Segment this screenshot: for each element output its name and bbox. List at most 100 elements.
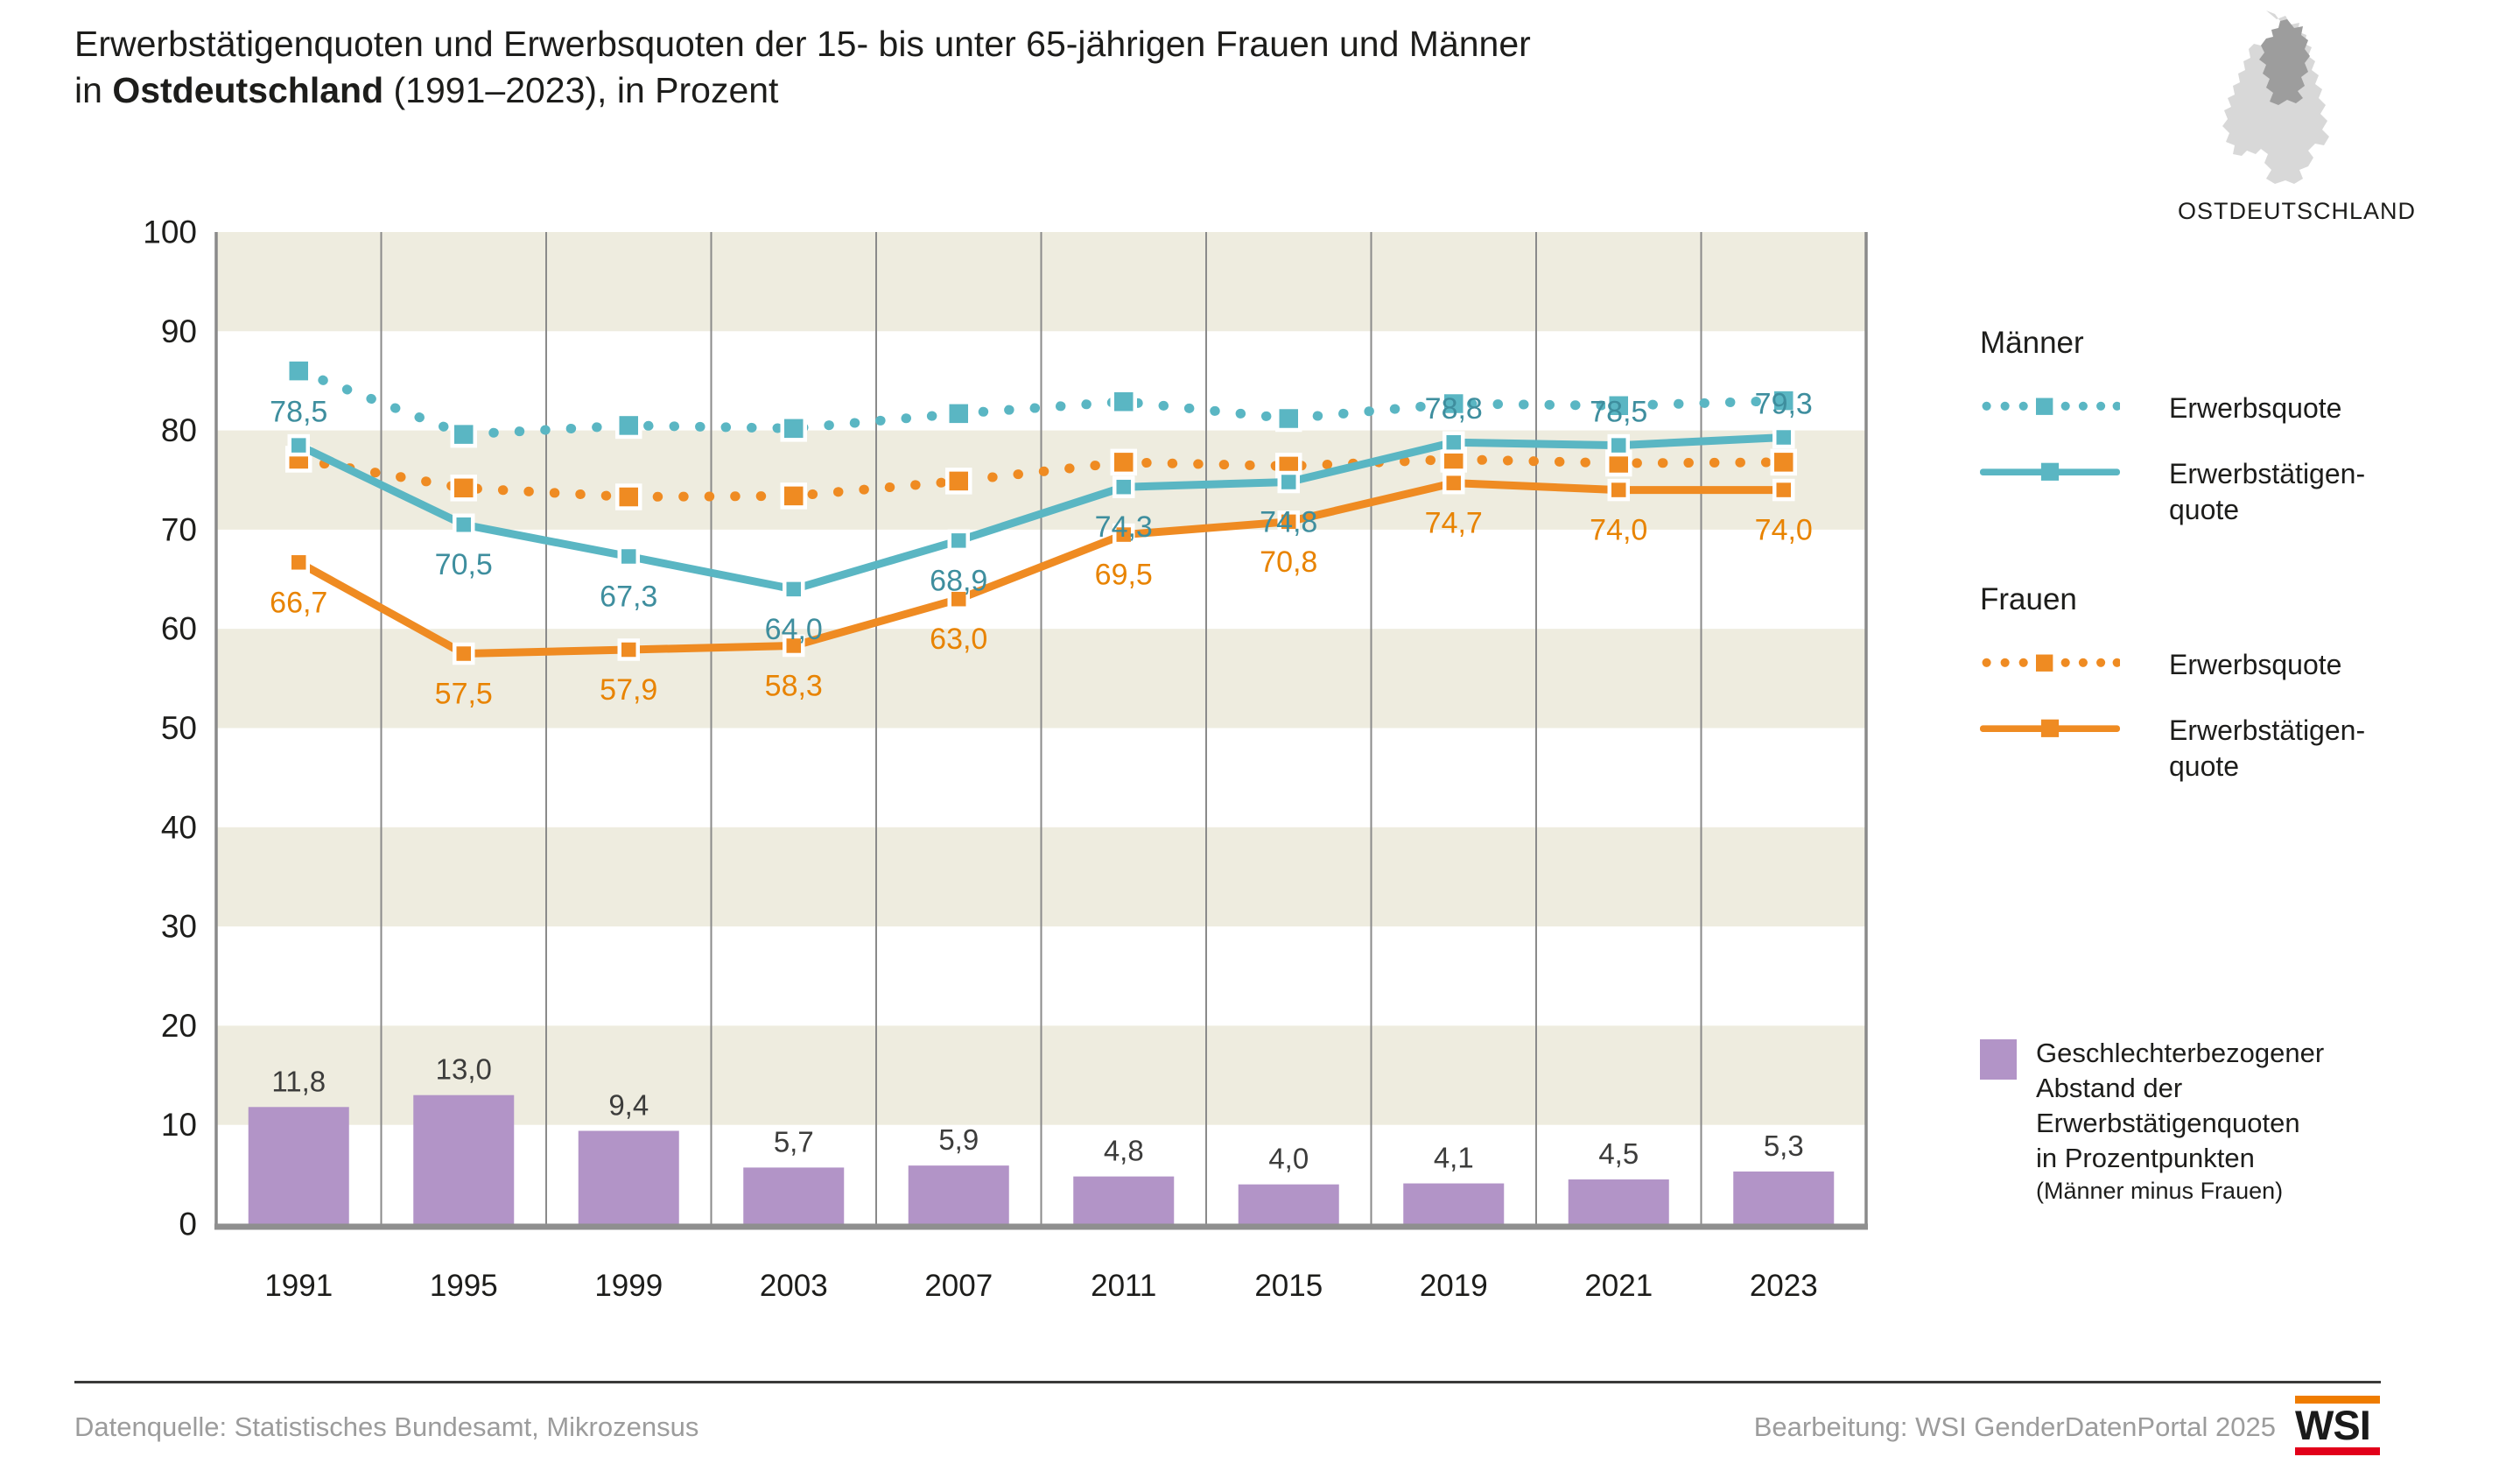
series-value-label: 68,9 bbox=[930, 564, 987, 597]
series-value-label: 74,7 bbox=[1425, 507, 1483, 540]
gap-bar bbox=[1073, 1176, 1175, 1224]
y-axis-tick-label: 30 bbox=[161, 909, 197, 945]
gap-bar-value-label: 5,9 bbox=[938, 1123, 979, 1156]
gap-bar bbox=[1238, 1184, 1339, 1224]
gap-bar-value-label: 9,4 bbox=[608, 1088, 649, 1121]
series-value-label: 78,8 bbox=[1425, 392, 1483, 426]
gap-legend: Geschlechterbezogener Abstand der Erwerb… bbox=[1980, 1036, 2505, 1206]
series-data-marker bbox=[1607, 478, 1630, 502]
legend-heading-frauen: Frauen bbox=[1980, 582, 2077, 616]
series-value-label: 74,0 bbox=[1755, 514, 1813, 547]
wsi-logo-text: WSI bbox=[2295, 1402, 2371, 1448]
gap-legend-text: Geschlechterbezogener Abstand der Erwerb… bbox=[2036, 1038, 2325, 1173]
series-data-marker bbox=[450, 475, 477, 502]
series-value-label: 79,3 bbox=[1755, 388, 1813, 421]
y-axis-tick-label: 90 bbox=[161, 313, 197, 349]
chart-title: Erwerbstätigenquoten und Erwerbsquoten d… bbox=[74, 21, 1531, 114]
chart-title-line2: in Ostdeutschland (1991–2023), in Prozen… bbox=[74, 70, 779, 110]
series-data-marker bbox=[287, 433, 310, 457]
gap-bar bbox=[1403, 1183, 1505, 1224]
line-legend: Männer Erwerbsquote Erwerbstätigen- quot… bbox=[1980, 326, 2505, 785]
legend-label-erwerbstaetigenquote-frauen: Erwerbstätigen- quote bbox=[2169, 714, 2366, 782]
gap-bar bbox=[1568, 1179, 1669, 1224]
gap-bar-value-label: 4,1 bbox=[1434, 1142, 1474, 1174]
series-value-label: 57,9 bbox=[600, 673, 657, 707]
x-axis-year-label: 2007 bbox=[924, 1269, 993, 1303]
series-data-marker bbox=[617, 638, 640, 661]
legend-row-frauen-erwerbstaetigenquote: Erwerbstätigen- quote bbox=[1980, 713, 2505, 785]
series-data-marker bbox=[1607, 433, 1630, 457]
series-value-label: 58,3 bbox=[765, 669, 823, 702]
y-axis-tick-label: 100 bbox=[143, 215, 197, 250]
legend-row-maenner-erwerbsquote: Erwerbsquote bbox=[1980, 391, 2505, 426]
gap-bar-value-label: 11,8 bbox=[271, 1065, 326, 1097]
dotted-line-sample-teal-icon bbox=[1982, 398, 2120, 415]
germany-east-shape bbox=[2259, 19, 2310, 105]
series-value-label: 74,3 bbox=[1095, 510, 1153, 544]
gap-bar bbox=[1733, 1171, 1835, 1224]
series-line-solid bbox=[297, 479, 1784, 658]
y-axis-tick-label: 0 bbox=[179, 1207, 197, 1242]
gap-bar bbox=[908, 1165, 1009, 1224]
series-data-marker bbox=[783, 578, 805, 601]
series-data-marker bbox=[1440, 390, 1467, 418]
solid-line-sample-orange-icon bbox=[1980, 719, 2120, 737]
series-data-marker bbox=[1772, 478, 1795, 502]
y-axis-tick-label: 50 bbox=[161, 710, 197, 746]
series-value-label: 70,8 bbox=[1260, 545, 1317, 579]
legend-row-maenner-erwerbstaetigenquote: Erwerbstätigen- quote bbox=[1980, 456, 2505, 528]
wsi-logo-orange-bar bbox=[2295, 1396, 2380, 1404]
region-map: OSTDEUTSCHLAND bbox=[2178, 7, 2417, 225]
x-axis-year-label: 2019 bbox=[1420, 1269, 1488, 1303]
series-value-label: 78,5 bbox=[1590, 396, 1647, 429]
footer-divider bbox=[74, 1381, 2381, 1383]
y-axis-tick-label: 60 bbox=[161, 611, 197, 647]
dotted-line-sample-orange-icon bbox=[1982, 654, 2120, 672]
gap-bar-value-label: 4,0 bbox=[1268, 1143, 1309, 1175]
legend-label-erwerbsquote-frauen: Erwerbsquote bbox=[2169, 649, 2342, 680]
series-data-marker bbox=[1772, 426, 1795, 449]
chart-plot-area: 0 10 20 30 40 50 60 70 80 90 100 11,8 13,0 9,4 5,7 5,9 4… bbox=[143, 215, 1868, 1303]
series-value-label: 63,0 bbox=[930, 623, 987, 656]
y-axis-tick-label: 70 bbox=[161, 511, 197, 547]
series-data-marker bbox=[450, 420, 477, 448]
series-data-marker bbox=[945, 468, 972, 495]
series-data-marker bbox=[1275, 405, 1302, 433]
x-axis-year-label: 1991 bbox=[264, 1269, 333, 1303]
gap-bar bbox=[413, 1094, 515, 1224]
chart-title-region: Ostdeutschland bbox=[112, 70, 384, 110]
wsi-logo: WSI bbox=[2295, 1396, 2380, 1455]
gap-bar bbox=[248, 1107, 349, 1224]
series-value-label: 74,0 bbox=[1590, 514, 1647, 547]
series-data-marker bbox=[453, 642, 475, 665]
gap-bar bbox=[578, 1130, 679, 1224]
region-map-label: OSTDEUTSCHLAND bbox=[2178, 198, 2417, 224]
y-axis-tick-label: 20 bbox=[161, 1008, 197, 1044]
series-data-marker bbox=[615, 483, 642, 510]
series-data-marker bbox=[285, 357, 312, 384]
germany-map-icon bbox=[2222, 11, 2329, 184]
series-line-solid bbox=[297, 433, 1785, 594]
series-data-marker bbox=[1277, 510, 1300, 533]
series-data-marker bbox=[1113, 475, 1135, 498]
series-data-marker bbox=[1605, 392, 1632, 419]
series-data-marker bbox=[783, 634, 805, 658]
series-data-marker bbox=[1770, 448, 1797, 476]
series-data-marker bbox=[947, 529, 970, 552]
gap-bar-value-label: 13,0 bbox=[436, 1053, 492, 1086]
wsi-logo-red-bar bbox=[2295, 1447, 2380, 1455]
series-value-label: 78,5 bbox=[270, 396, 327, 429]
series-value-label: 67,3 bbox=[600, 580, 657, 613]
x-axis-year-label: 2015 bbox=[1254, 1269, 1323, 1303]
gap-legend-swatch bbox=[1980, 1039, 2017, 1080]
series-data-marker bbox=[287, 551, 310, 574]
x-axis-year-label: 2003 bbox=[760, 1269, 828, 1303]
series-data-marker bbox=[1110, 388, 1137, 415]
solid-line-sample-teal-icon bbox=[1980, 462, 2120, 481]
gap-bar-value-label: 5,3 bbox=[1764, 1130, 1804, 1162]
series-line-dotted bbox=[293, 366, 1789, 440]
series-data-marker bbox=[1110, 448, 1137, 476]
legend-heading-maenner: Männer bbox=[1980, 326, 2084, 360]
series-value-label: 70,5 bbox=[435, 548, 493, 581]
